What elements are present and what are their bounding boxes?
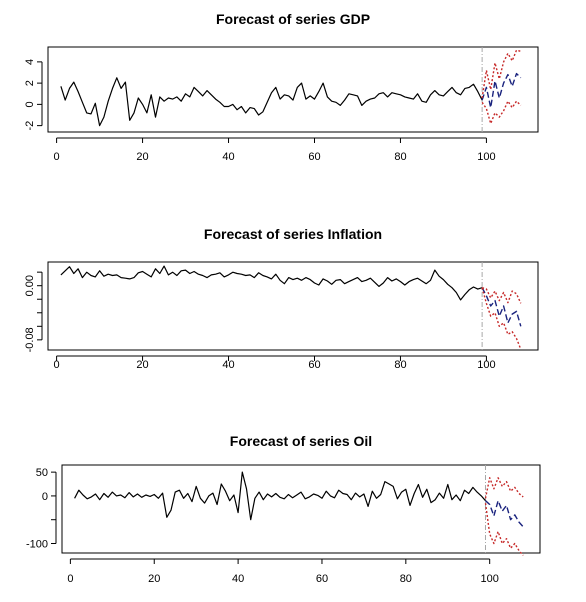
- x-tick-label: 60: [316, 573, 328, 585]
- x-tick-label: 40: [222, 151, 234, 163]
- gdp-actual-line: [60, 77, 483, 127]
- x-tick-label: 80: [394, 359, 406, 371]
- y-tick-label: 0: [42, 491, 48, 503]
- chart-oil-svg: Forecast of series Oil 0 20 40 60 80 100 -100 0 5…: [26, 433, 541, 585]
- x-tick-label: 80: [400, 573, 412, 585]
- oil-actual-line: [74, 471, 486, 521]
- oil-forecast-line: [485, 499, 524, 528]
- chart-panel-oil: Forecast of series Oil 0 20 40 60 80 100 -100 0 5…: [0, 420, 586, 600]
- x-tick-label: 100: [481, 573, 499, 585]
- x-tick-label: 40: [222, 359, 234, 371]
- y-tick-label: 2: [24, 80, 36, 86]
- inflation-forecast-line: [481, 287, 522, 327]
- y-tick-label: 50: [36, 467, 48, 479]
- gdp-upper-line: [481, 49, 521, 99]
- y-tick-label: -2: [24, 121, 36, 131]
- y-axis: -100 0 50: [26, 467, 57, 550]
- x-tick-label: 40: [232, 573, 244, 585]
- plot-frame: [47, 46, 539, 133]
- x-axis: 0 20 40 60 80 100: [67, 558, 499, 585]
- x-tick-label: 20: [148, 573, 160, 585]
- chart-inflation-svg: Forecast of series Inflation 0 20 40 60 80 100…: [24, 226, 539, 371]
- oil-upper-line: [484, 477, 524, 499]
- chart-title: Forecast of series GDP: [216, 11, 370, 27]
- x-axis: 0 20 40 60 80 100: [54, 137, 496, 163]
- chart-panel-inflation: Forecast of series Inflation 0 20 40 60 80 100…: [0, 215, 586, 385]
- x-tick-label: 0: [67, 573, 73, 585]
- y-axis: -0.08 0.00: [24, 271, 43, 352]
- inflation-upper-line: [481, 287, 522, 304]
- x-tick-label: 20: [136, 151, 148, 163]
- inflation-lower-line: [481, 287, 522, 350]
- x-tick-label: 0: [54, 151, 60, 163]
- chart-panel-gdp: Forecast of series GDP 0 20 40 60 80 100 -2 0 2 4: [0, 0, 586, 165]
- y-tick-label: -0.08: [24, 327, 36, 352]
- y-axis: -2 0 2 4: [24, 59, 43, 131]
- oil-lower-line: [484, 503, 524, 556]
- gdp-lower-line: [481, 100, 522, 125]
- inflation-actual-line: [60, 265, 483, 301]
- chart-title: Forecast of series Inflation: [204, 226, 382, 242]
- x-tick-label: 0: [54, 359, 60, 371]
- y-tick-label: 0: [24, 101, 36, 107]
- plot-frame: [61, 464, 541, 554]
- x-tick-label: 100: [477, 359, 495, 371]
- chart-title: Forecast of series Oil: [230, 433, 372, 449]
- y-tick-label: -100: [26, 538, 48, 550]
- x-tick-label: 100: [477, 151, 495, 163]
- chart-gdp-svg: Forecast of series GDP 0 20 40 60 80 100 -2 0 2 4: [24, 11, 539, 163]
- y-tick-label: 4: [24, 59, 36, 65]
- plot-frame: [47, 261, 539, 351]
- gdp-forecast-line: [481, 72, 522, 109]
- y-tick-label: 0.00: [24, 275, 36, 296]
- x-tick-label: 60: [308, 151, 320, 163]
- x-axis: 0 20 40 60 80 100: [54, 355, 496, 371]
- x-tick-label: 20: [136, 359, 148, 371]
- x-tick-label: 80: [394, 151, 406, 163]
- x-tick-label: 60: [308, 359, 320, 371]
